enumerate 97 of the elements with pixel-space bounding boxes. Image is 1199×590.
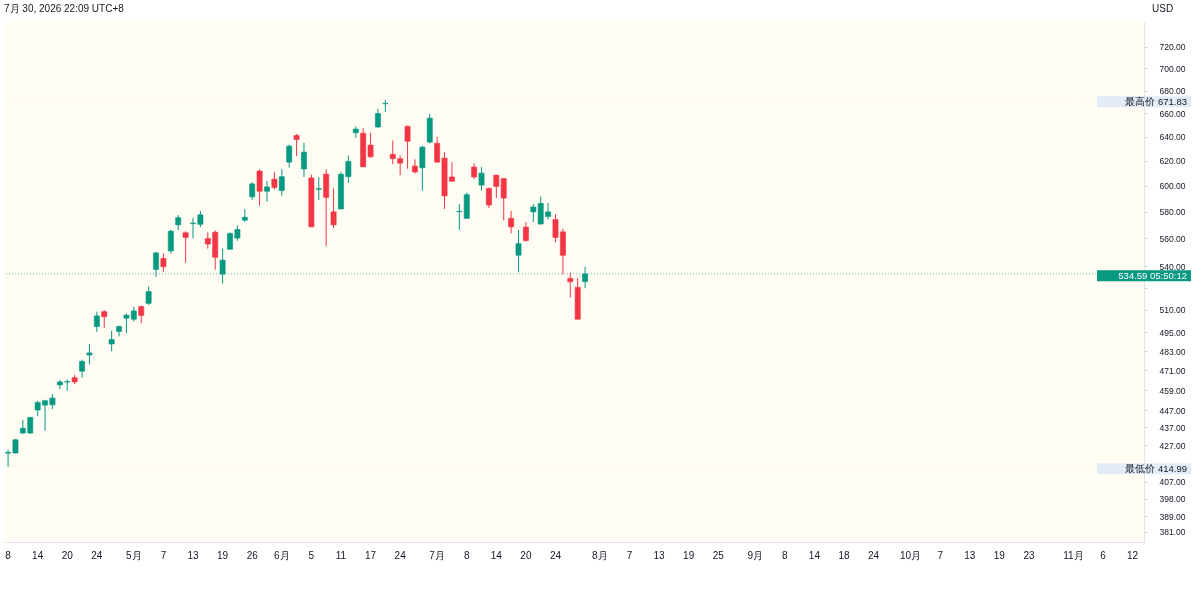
candlestick <box>79 359 85 379</box>
y-tick-label: 471.00 <box>1159 365 1186 376</box>
candlestick <box>515 229 522 273</box>
x-tick-label: 12 <box>1126 549 1139 561</box>
x-tick-label: 26 <box>246 549 259 561</box>
x-tick-label: 14 <box>808 549 821 561</box>
y-tick-label: 495.00 <box>1159 327 1186 338</box>
y-tick-label: 680.00 <box>1159 86 1186 97</box>
x-tick-label: 7月 <box>429 549 445 561</box>
y-tick-label: 447.00 <box>1159 405 1186 416</box>
x-tick-label: 24 <box>394 549 407 561</box>
x-tick-label: 10月 <box>900 549 922 561</box>
x-tick-label: 8月 <box>592 549 608 561</box>
y-tick-label: 459.00 <box>1159 385 1186 396</box>
x-tick-label: 24 <box>868 549 880 561</box>
y-tick-label: 620.00 <box>1159 156 1186 167</box>
ref-line-label: 534.59 05:50:12 <box>1118 269 1187 281</box>
x-tick-label: 24 <box>549 549 562 561</box>
y-tick-label: 720.00 <box>1159 42 1186 53</box>
y-tick-label: 560.00 <box>1159 233 1186 244</box>
x-tick-label: 14 <box>490 549 503 561</box>
x-tick-label: 7 <box>937 549 944 561</box>
candlestick <box>412 158 418 175</box>
candlestick <box>508 210 515 234</box>
x-tick-label: 17 <box>365 549 377 561</box>
candlestick <box>249 181 256 201</box>
ref-line-label: 最低价 414.99 <box>1125 462 1187 474</box>
candlestick <box>93 311 100 333</box>
candlestick <box>167 229 174 254</box>
x-tick-label: 19 <box>217 549 229 561</box>
candlestick <box>567 272 574 299</box>
candlestick <box>486 186 492 209</box>
y-axis-title: USD <box>1152 3 1174 14</box>
x-tick-label: 8 <box>782 549 789 561</box>
x-tick-label: 13 <box>964 549 976 561</box>
x-tick-label: 11 <box>335 549 347 561</box>
y-tick-label: 660.00 <box>1159 108 1186 119</box>
x-tick-label: 19 <box>993 549 1006 561</box>
y-tick-label: 700.00 <box>1159 63 1186 74</box>
x-tick-label: 8 <box>463 549 470 561</box>
x-tick-label: 19 <box>683 549 695 561</box>
x-tick-label: 23 <box>1023 549 1035 561</box>
y-tick-label: 407.00 <box>1159 477 1186 488</box>
x-tick-label: 7 <box>160 549 167 561</box>
candlestick <box>323 168 330 247</box>
candlestick <box>153 251 159 278</box>
candlestick <box>145 286 152 306</box>
candlestick <box>582 266 588 289</box>
x-tick-label: 6月 <box>274 549 290 561</box>
candlestick <box>86 343 93 366</box>
y-tick-label: 389.00 <box>1159 511 1186 522</box>
x-tick-label: 5 <box>308 549 315 561</box>
x-tick-label: 25 <box>712 549 725 561</box>
candlestick <box>293 133 300 157</box>
candlestick <box>264 180 270 203</box>
y-tick-label: 540.00 <box>1159 261 1186 272</box>
x-tick-label: 20 <box>520 549 532 561</box>
y-tick-label: 437.00 <box>1159 422 1186 433</box>
candlestick <box>256 168 263 207</box>
ref-line-label: 最高价 671.83 <box>1125 95 1187 107</box>
x-tick-label: 13 <box>653 549 666 561</box>
y-tick-label: 398.00 <box>1159 494 1186 505</box>
candlestick <box>219 248 226 284</box>
x-tick-label: 9月 <box>747 549 764 561</box>
candlestick <box>108 330 115 352</box>
x-tick-label: 13 <box>187 549 200 561</box>
x-tick-label: 24 <box>91 549 103 561</box>
candlestick <box>523 221 529 243</box>
y-tick-label: 580.00 <box>1159 207 1186 218</box>
candlestick <box>160 252 167 273</box>
x-tick-label: 18 <box>838 549 851 561</box>
y-tick-label: 600.00 <box>1159 181 1186 192</box>
candlestick <box>426 113 433 144</box>
candlestick <box>404 125 411 170</box>
candlestick <box>286 144 293 169</box>
candlestick <box>382 99 389 113</box>
y-tick-label: 381.00 <box>1159 527 1186 538</box>
candlestick <box>301 142 307 178</box>
y-tick-label: 640.00 <box>1159 132 1186 143</box>
y-tick-label: 510.00 <box>1159 305 1186 316</box>
x-tick-label: 5月 <box>126 549 142 561</box>
x-tick-label: 11月 <box>1063 549 1084 561</box>
chart-title: 7月 30, 2026 22:09 UTC+8 <box>4 3 125 14</box>
candlestick <box>419 144 426 192</box>
x-tick-label: 14 <box>32 549 44 561</box>
candlestick <box>315 176 322 201</box>
x-tick-label: 6 <box>1100 549 1107 561</box>
x-tick-label: 8 <box>5 549 12 561</box>
y-tick-label: 483.00 <box>1159 346 1186 357</box>
x-tick-label: 20 <box>61 549 74 561</box>
candlestick <box>478 166 485 192</box>
candlestick <box>330 187 337 229</box>
candlestick <box>375 108 381 129</box>
x-tick-label: 7 <box>626 549 633 561</box>
candlestick <box>278 168 285 197</box>
y-tick-label: 427.00 <box>1159 440 1186 451</box>
candlestick <box>182 230 189 264</box>
